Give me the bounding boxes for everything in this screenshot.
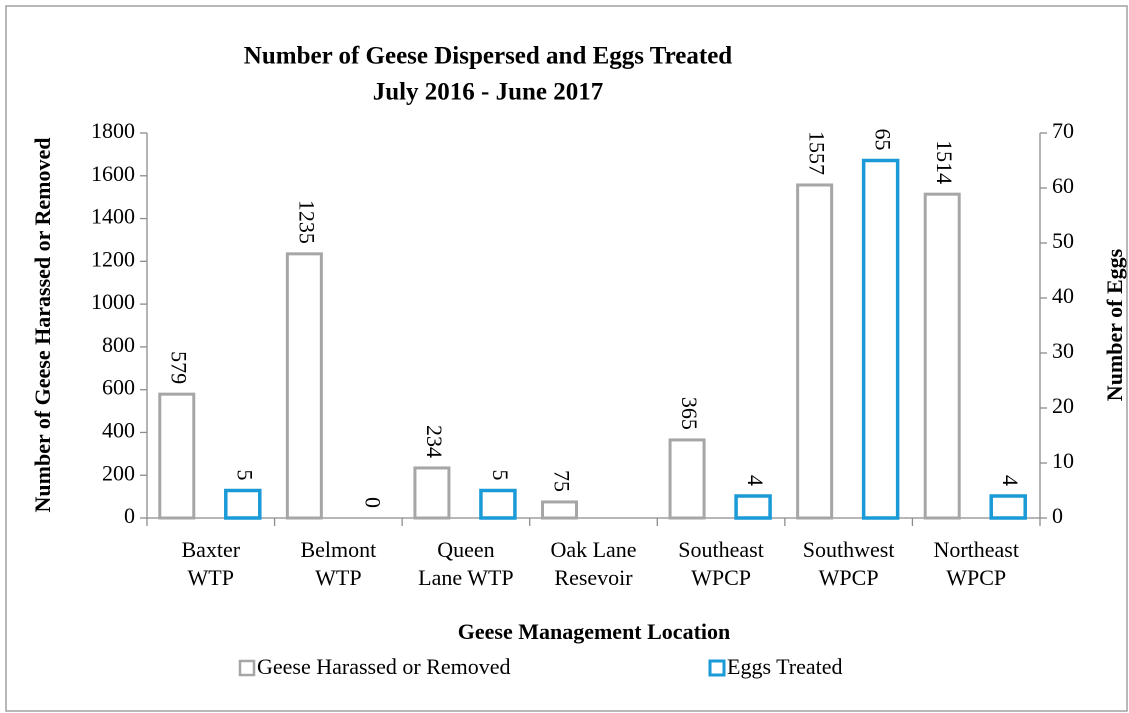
data-label: 234 [422,425,447,458]
y-tick-label: 400 [102,417,135,442]
legend-label: Eggs Treated [727,654,843,679]
x-tick-label: Southeast WPCP [678,537,764,590]
y-tick-label: 1000 [91,289,135,314]
bar [158,392,196,520]
y-tick-label: 600 [102,375,135,400]
y-tick-label: 1800 [91,118,135,143]
data-label: 75 [549,470,574,492]
bar [479,488,517,520]
x-tick-label: Southwest WPCP [803,537,895,590]
chart-title: Number of Geese Dispersed and Eggs Treat… [244,43,733,70]
y2-tick-label: 0 [1052,503,1063,528]
y2-tick-label: 20 [1052,393,1074,418]
bar [734,494,772,520]
y-tick-label: 1400 [91,204,135,229]
x-tick-label: Queen Lane WTP [418,537,514,590]
x-tick-label: Belmont WTP [300,537,376,590]
y-tick-label: 1200 [91,246,135,271]
x-axis-title: Geese Management Location [458,619,731,644]
y2-tick-label: 50 [1052,228,1074,253]
bar [224,488,262,520]
y2-tick-label: 70 [1052,118,1074,143]
legend-label: Geese Harassed or Removed [257,654,511,679]
bar [413,466,451,520]
data-label: 1235 [294,200,319,244]
chart-subtitle: July 2016 - June 2017 [373,79,604,106]
data-label: 1514 [932,140,957,184]
y-axis-title: Number of Geese Harassed or Removed [30,138,55,513]
y-tick-label: 200 [102,460,135,485]
chart-border [5,5,1128,712]
x-tick-label: Oak Lane Resevoir [550,537,636,590]
x-tick-label: Baxter WTP [181,537,240,590]
y2-tick-label: 30 [1052,338,1074,363]
data-label: 365 [677,397,702,430]
y-tick-label: 800 [102,332,135,357]
bar [541,500,578,520]
legend-swatch [708,659,726,677]
data-label: 5 [233,470,258,481]
bar [285,252,323,520]
data-label: 1557 [805,131,830,175]
data-label: 579 [167,351,192,384]
bar [668,438,706,520]
y-tick-label: 1600 [91,161,135,186]
data-label: 4 [998,475,1023,486]
y-tick-label: 0 [124,503,135,528]
y2-tick-label: 60 [1052,173,1074,198]
y2-tick-label: 40 [1052,283,1074,308]
x-tick-label: Northeast WPCP [933,537,1019,590]
y2-axis-title: Number of Eggs [1102,248,1127,401]
bar [796,183,834,520]
bar [861,158,900,520]
data-label: 5 [488,470,513,481]
data-label: 4 [743,475,768,486]
data-label: 65 [871,129,896,151]
bar [923,192,961,520]
legend-swatch [238,659,256,677]
bar [989,494,1027,520]
data-label: 0 [360,497,385,508]
y2-tick-label: 10 [1052,448,1074,473]
